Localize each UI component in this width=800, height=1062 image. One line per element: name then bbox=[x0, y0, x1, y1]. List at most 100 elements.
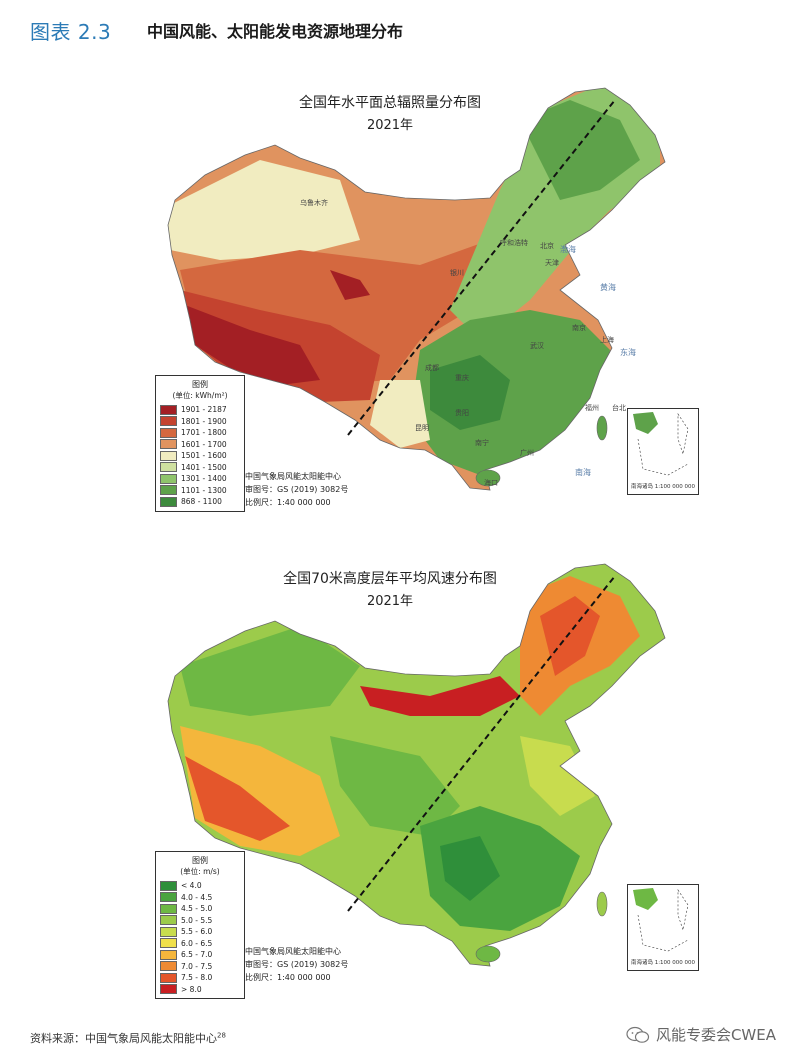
solar-legend-swatch bbox=[160, 462, 177, 473]
solar-legend-label: 1301 - 1400 bbox=[181, 474, 227, 484]
solar-legend-swatch bbox=[160, 473, 177, 484]
solar-city-fuzhou: 福州 bbox=[585, 403, 599, 412]
wind-legend-swatch bbox=[160, 984, 177, 995]
solar-city-nanning: 南宁 bbox=[475, 438, 489, 447]
solar-legend-item: 1701 - 1800 bbox=[160, 427, 240, 439]
solar-city-yinchuan: 银川 bbox=[450, 268, 464, 277]
wind-legend-swatch bbox=[160, 915, 177, 926]
solar-inset-label: 南海诸岛 1:100 000 000 bbox=[630, 484, 696, 490]
solar-inset-map bbox=[633, 412, 689, 476]
solar-legend-label: 1501 - 1600 bbox=[181, 451, 227, 461]
solar-legend-swatch bbox=[160, 496, 177, 507]
solar-sea-bohai: 渤海 bbox=[560, 244, 576, 254]
solar-city-tianjin: 天津 bbox=[545, 259, 559, 267]
solar-legend-label: 868 - 1100 bbox=[181, 497, 222, 507]
wind-map-title-text: 全国70米高度层年平均风速分布图 bbox=[283, 571, 497, 587]
wind-legend-item: 7.5 - 8.0 bbox=[160, 972, 240, 984]
solar-legend-swatch bbox=[160, 450, 177, 461]
solar-map-year: 2021年 bbox=[366, 118, 414, 133]
wind-legend-unit: (单位: m/s) bbox=[180, 867, 220, 876]
solar-sea-donghai: 东海 bbox=[620, 347, 636, 357]
wind-legend: 图例 (单位: m/s) < 4.0 4.0 - 4.5 4.5 - 5.0 5.0 … bbox=[155, 851, 245, 999]
wind-inset-label: 南海诸岛 1:100 000 000 bbox=[630, 960, 696, 966]
solar-city-taipei: 台北 bbox=[612, 403, 626, 412]
wind-legend-swatch bbox=[160, 892, 177, 903]
wind-legend-swatch bbox=[160, 903, 177, 914]
wind-legend-swatch bbox=[160, 926, 177, 937]
solar-legend-item: 1801 - 1900 bbox=[160, 416, 240, 428]
solar-city-guiyang: 贵阳 bbox=[455, 408, 469, 417]
source-text: 资料来源：中国气象局风能太阳能中心 bbox=[30, 1032, 217, 1045]
wind-legend-item: 4.5 - 5.0 bbox=[160, 903, 240, 915]
solar-map-title: 全国年水平面总辐照量分布图 2021年 bbox=[0, 92, 780, 133]
solar-legend-swatch bbox=[160, 439, 177, 450]
solar-legend-swatch bbox=[160, 427, 177, 438]
solar-legend-swatch bbox=[160, 416, 177, 427]
solar-legend-label: 1601 - 1700 bbox=[181, 439, 227, 449]
solar-city-urumqi: 乌鲁木齐 bbox=[300, 198, 328, 207]
solar-legend-label: 1401 - 1500 bbox=[181, 462, 227, 472]
wind-legend-swatch bbox=[160, 880, 177, 891]
wind-legend-label: 6.5 - 7.0 bbox=[181, 950, 213, 960]
wind-map-title: 全国70米高度层年平均风速分布图 2021年 bbox=[0, 568, 780, 609]
solar-legend-title: 图例 bbox=[192, 380, 208, 389]
wind-legend-item: 7.0 - 7.5 bbox=[160, 961, 240, 973]
solar-legend-item: 1901 - 2187 bbox=[160, 404, 240, 416]
solar-city-beijing: 北京 bbox=[540, 241, 554, 250]
wind-legend-item: > 8.0 bbox=[160, 984, 240, 996]
solar-city-shanghai: 上海 bbox=[600, 335, 614, 344]
solar-legend-item: 868 - 1100 bbox=[160, 496, 240, 508]
solar-map: 乌鲁木齐 呼和浩特 北京 天津 银川 成都 重庆 贵阳 昆明 南宁 广州 海口 … bbox=[167, 87, 666, 491]
wind-legend-swatch bbox=[160, 938, 177, 949]
wind-legend-item: 5.5 - 6.0 bbox=[160, 926, 240, 938]
solar-legend-item: 1401 - 1500 bbox=[160, 462, 240, 474]
wind-legend-item: 6.5 - 7.0 bbox=[160, 949, 240, 961]
solar-legend-label: 1701 - 1800 bbox=[181, 428, 227, 438]
solar-sea-nanhai: 南海 bbox=[575, 467, 591, 477]
wind-legend-item: 6.0 - 6.5 bbox=[160, 938, 240, 950]
wind-legend-item: 4.0 - 4.5 bbox=[160, 892, 240, 904]
wind-legend-label: > 8.0 bbox=[181, 984, 202, 994]
wind-legend-item: < 4.0 bbox=[160, 880, 240, 892]
wind-legend-label: 4.5 - 5.0 bbox=[181, 904, 213, 914]
solar-legend-item: 1301 - 1400 bbox=[160, 473, 240, 485]
solar-city-hohhot: 呼和浩特 bbox=[500, 238, 528, 247]
wind-credit: 中国气象局风能太阳能中心 审图号：GS (2019) 3082号 比例尺：1:4… bbox=[245, 945, 375, 984]
wind-legend-label: 6.0 - 6.5 bbox=[181, 938, 213, 948]
solar-legend-item: 1601 - 1700 bbox=[160, 439, 240, 451]
wind-inset-map bbox=[633, 888, 689, 952]
solar-credit-org: 中国气象局风能太阳能中心 bbox=[245, 472, 341, 481]
wind-map bbox=[167, 563, 666, 967]
solar-city-kunming: 昆明 bbox=[415, 424, 429, 432]
wind-south-china-sea-inset: 南海诸岛 1:100 000 000 bbox=[627, 884, 699, 971]
solar-legend-label: 1901 - 2187 bbox=[181, 405, 227, 415]
watermark-text: 风能专委会CWEA bbox=[655, 1026, 776, 1044]
figure-number: 图表 2.3 bbox=[30, 20, 112, 44]
wind-credit-scale: 比例尺：1:40 000 000 bbox=[245, 973, 331, 982]
wechat-icon bbox=[626, 1026, 650, 1043]
solar-city-chongqing: 重庆 bbox=[455, 373, 469, 382]
solar-credit: 中国气象局风能太阳能中心 审图号：GS (2019) 3082号 比例尺：1:4… bbox=[245, 470, 375, 509]
wind-legend-label: 7.5 - 8.0 bbox=[181, 973, 213, 983]
solar-city-haikou: 海口 bbox=[484, 478, 498, 487]
wind-legend-label: 5.0 - 5.5 bbox=[181, 915, 213, 925]
solar-legend-item: 1101 - 1300 bbox=[160, 485, 240, 497]
solar-city-nanjing: 南京 bbox=[572, 323, 586, 332]
wind-legend-label: 4.0 - 4.5 bbox=[181, 892, 213, 902]
wind-map-year: 2021年 bbox=[366, 594, 414, 609]
wind-legend-swatch bbox=[160, 972, 177, 983]
source-footnote: 28 bbox=[217, 1031, 226, 1040]
solar-legend: 图例 (单位: kWh/m²) 1901 - 2187 1801 - 1900 17… bbox=[155, 375, 245, 512]
solar-credit-mapno: 审图号：GS (2019) 3082号 bbox=[245, 485, 349, 494]
solar-city-guangzhou: 广州 bbox=[520, 448, 534, 457]
source-note: 资料来源：中国气象局风能太阳能中心28 bbox=[30, 1030, 226, 1046]
wind-legend-swatch bbox=[160, 949, 177, 960]
wind-credit-org: 中国气象局风能太阳能中心 bbox=[245, 947, 341, 956]
watermark: 风能专委会CWEA bbox=[626, 1024, 776, 1045]
solar-credit-scale: 比例尺：1:40 000 000 bbox=[245, 498, 331, 507]
wind-legend-label: 7.0 - 7.5 bbox=[181, 961, 213, 971]
solar-legend-item: 1501 - 1600 bbox=[160, 450, 240, 462]
solar-south-china-sea-inset: 南海诸岛 1:100 000 000 bbox=[627, 408, 699, 495]
wind-legend-label: 5.5 - 6.0 bbox=[181, 927, 213, 937]
figure-header: 图表 2.3 中国风能、太阳能发电资源地理分布 bbox=[30, 14, 770, 48]
